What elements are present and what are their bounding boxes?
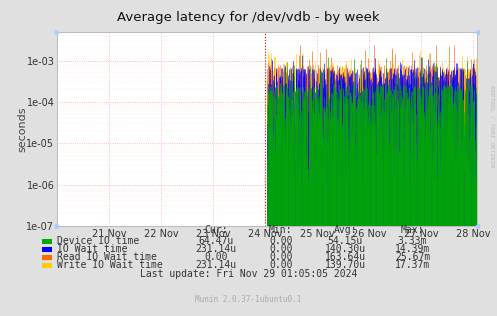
Text: 231.14u: 231.14u	[196, 260, 237, 270]
Text: Write IO Wait time: Write IO Wait time	[57, 260, 163, 270]
Text: Device IO time: Device IO time	[57, 236, 139, 246]
Text: 17.37m: 17.37m	[395, 260, 430, 270]
Text: 231.14u: 231.14u	[196, 244, 237, 254]
Text: RRDTOOL / TOBI OETIKER: RRDTOOL / TOBI OETIKER	[490, 85, 495, 168]
Text: 0.00: 0.00	[269, 236, 293, 246]
Text: Avg:: Avg:	[333, 225, 357, 235]
Text: 3.33m: 3.33m	[398, 236, 427, 246]
Text: 25.67m: 25.67m	[395, 252, 430, 262]
Text: Cur:: Cur:	[204, 225, 228, 235]
Y-axis label: seconds: seconds	[17, 106, 27, 151]
Text: 0.00: 0.00	[204, 252, 228, 262]
Text: 139.70u: 139.70u	[325, 260, 366, 270]
Text: 64.47u: 64.47u	[199, 236, 234, 246]
Text: 0.00: 0.00	[269, 260, 293, 270]
Text: IO Wait time: IO Wait time	[57, 244, 128, 254]
Text: Min:: Min:	[269, 225, 293, 235]
Text: 54.15u: 54.15u	[328, 236, 363, 246]
Text: 14.39m: 14.39m	[395, 244, 430, 254]
Text: 140.30u: 140.30u	[325, 244, 366, 254]
Text: Last update: Fri Nov 29 01:05:05 2024: Last update: Fri Nov 29 01:05:05 2024	[140, 270, 357, 279]
Text: 163.64u: 163.64u	[325, 252, 366, 262]
Text: Read IO Wait time: Read IO Wait time	[57, 252, 157, 262]
Text: Max:: Max:	[401, 225, 424, 235]
Text: 0.00: 0.00	[269, 252, 293, 262]
Text: Munin 2.0.37-1ubuntu0.1: Munin 2.0.37-1ubuntu0.1	[195, 295, 302, 304]
Text: 0.00: 0.00	[269, 244, 293, 254]
Text: Average latency for /dev/vdb - by week: Average latency for /dev/vdb - by week	[117, 11, 380, 24]
